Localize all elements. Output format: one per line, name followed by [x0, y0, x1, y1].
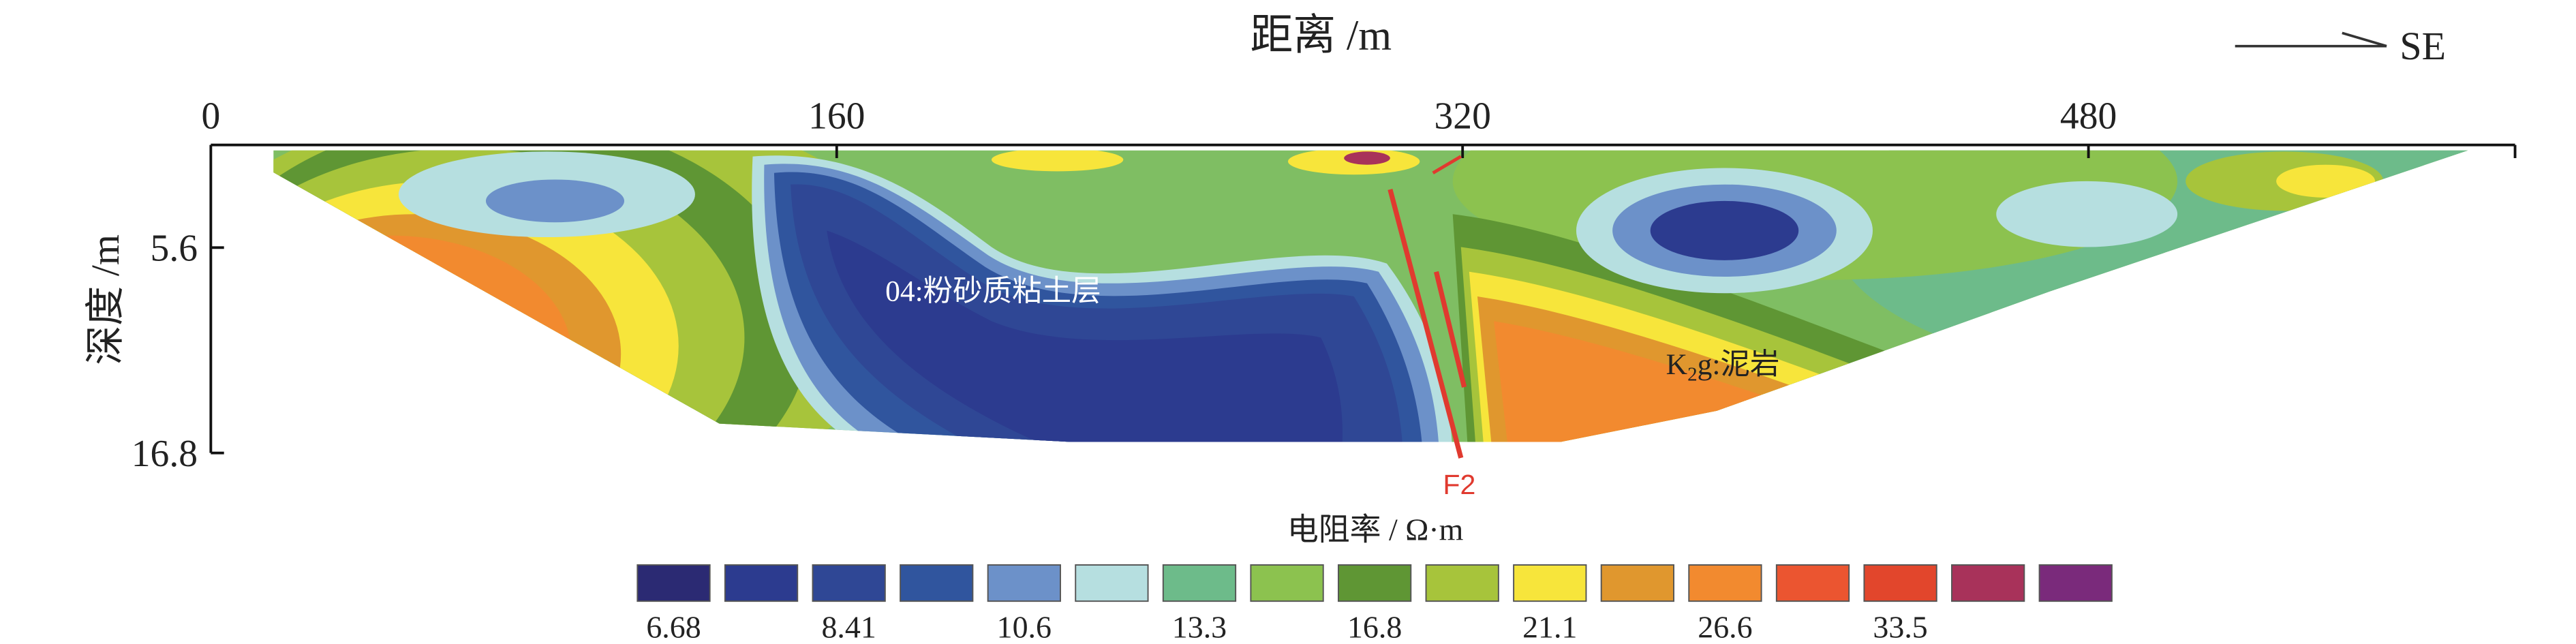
annotation-mudstone-prefix: K — [1666, 348, 1687, 381]
colorbar-swatch — [900, 564, 974, 602]
colorbar-swatch — [2038, 564, 2113, 602]
colorbar-tick-label: 33.5 — [1873, 609, 1927, 644]
y-axis-title: 深度 /m — [83, 234, 127, 365]
y-ticks: 5.6 16.8 — [132, 228, 224, 475]
fault-line-segment — [1433, 271, 1467, 388]
x-axis-title: 距离 /m — [1250, 12, 1392, 59]
fault-line-upper — [1432, 155, 1462, 174]
colorbar-swatch — [812, 564, 886, 602]
colorbar-swatch — [1250, 564, 1324, 602]
colorbar-swatch — [1162, 564, 1237, 602]
colorbar-swatches — [637, 564, 2113, 602]
resistivity-section — [273, 150, 2468, 442]
colorbar-swatch — [724, 564, 799, 602]
colorbar-swatch — [637, 564, 711, 602]
annotation-silty-clay: 04:粉砂质粘土层 — [885, 275, 1101, 307]
colorbar-swatch — [987, 564, 1061, 602]
arrow-head-icon — [2342, 31, 2387, 48]
annotation-mudstone-suffix: g:泥岩 — [1698, 348, 1780, 381]
colorbar-swatch — [1425, 564, 1499, 602]
axes: 0 160 320 480 5.6 16.8 — [132, 95, 2517, 475]
colorbar-tick-label: 16.8 — [1347, 609, 1402, 644]
x-tick-label: 480 — [2060, 95, 2117, 138]
y-tick-label: 5.6 — [151, 228, 198, 270]
colorbar-tick-label: 13.3 — [1172, 609, 1227, 644]
colorbar-swatch — [1075, 564, 1149, 602]
fault-f2: F2 — [1387, 155, 1475, 500]
annotation-mudstone: K2g:泥岩 — [1666, 348, 1780, 386]
colorbar-tick-label: 6.68 — [646, 609, 701, 644]
colorbar-tick-label: 21.1 — [1522, 609, 1577, 644]
colorbar-swatch — [1600, 564, 1675, 602]
colorbar-labels: 6.68 8.41 10.6 13.3 16.8 21.1 26.6 33.5 — [646, 609, 1927, 644]
fault-line-main — [1387, 189, 1464, 459]
colorbar-title: 电阻率 / Ω·m — [1287, 512, 1464, 547]
x-tick-label: 320 — [1435, 95, 1491, 138]
x-tick-label: 160 — [808, 95, 865, 138]
annotation-mudstone-subscript: 2 — [1687, 364, 1698, 386]
y-tick-label: 16.8 — [132, 433, 198, 475]
direction-label: SE — [2399, 24, 2446, 68]
colorbar-tick-label: 10.6 — [997, 609, 1052, 644]
colorbar-swatch — [1688, 564, 1762, 602]
colorbar-swatch — [1513, 564, 1587, 602]
colorbar-swatch — [1775, 564, 1850, 602]
colorbar-tick-label: 26.6 — [1698, 609, 1752, 644]
direction-indicator: SE — [2235, 24, 2446, 68]
colorbar-swatch — [1337, 564, 1412, 602]
colorbar-swatch — [1863, 564, 1937, 602]
colorbar-tick-label: 8.41 — [821, 609, 876, 644]
colorbar: 电阻率 / Ω·m 6.68 8.41 10.6 13.3 16.8 21.1 26.6 33… — [637, 512, 2113, 644]
x-tick-label: 0 — [201, 95, 220, 138]
fault-label: F2 — [1443, 469, 1475, 500]
x-ticks: 0 160 320 480 — [201, 95, 2117, 159]
colorbar-swatch — [1951, 564, 2025, 602]
